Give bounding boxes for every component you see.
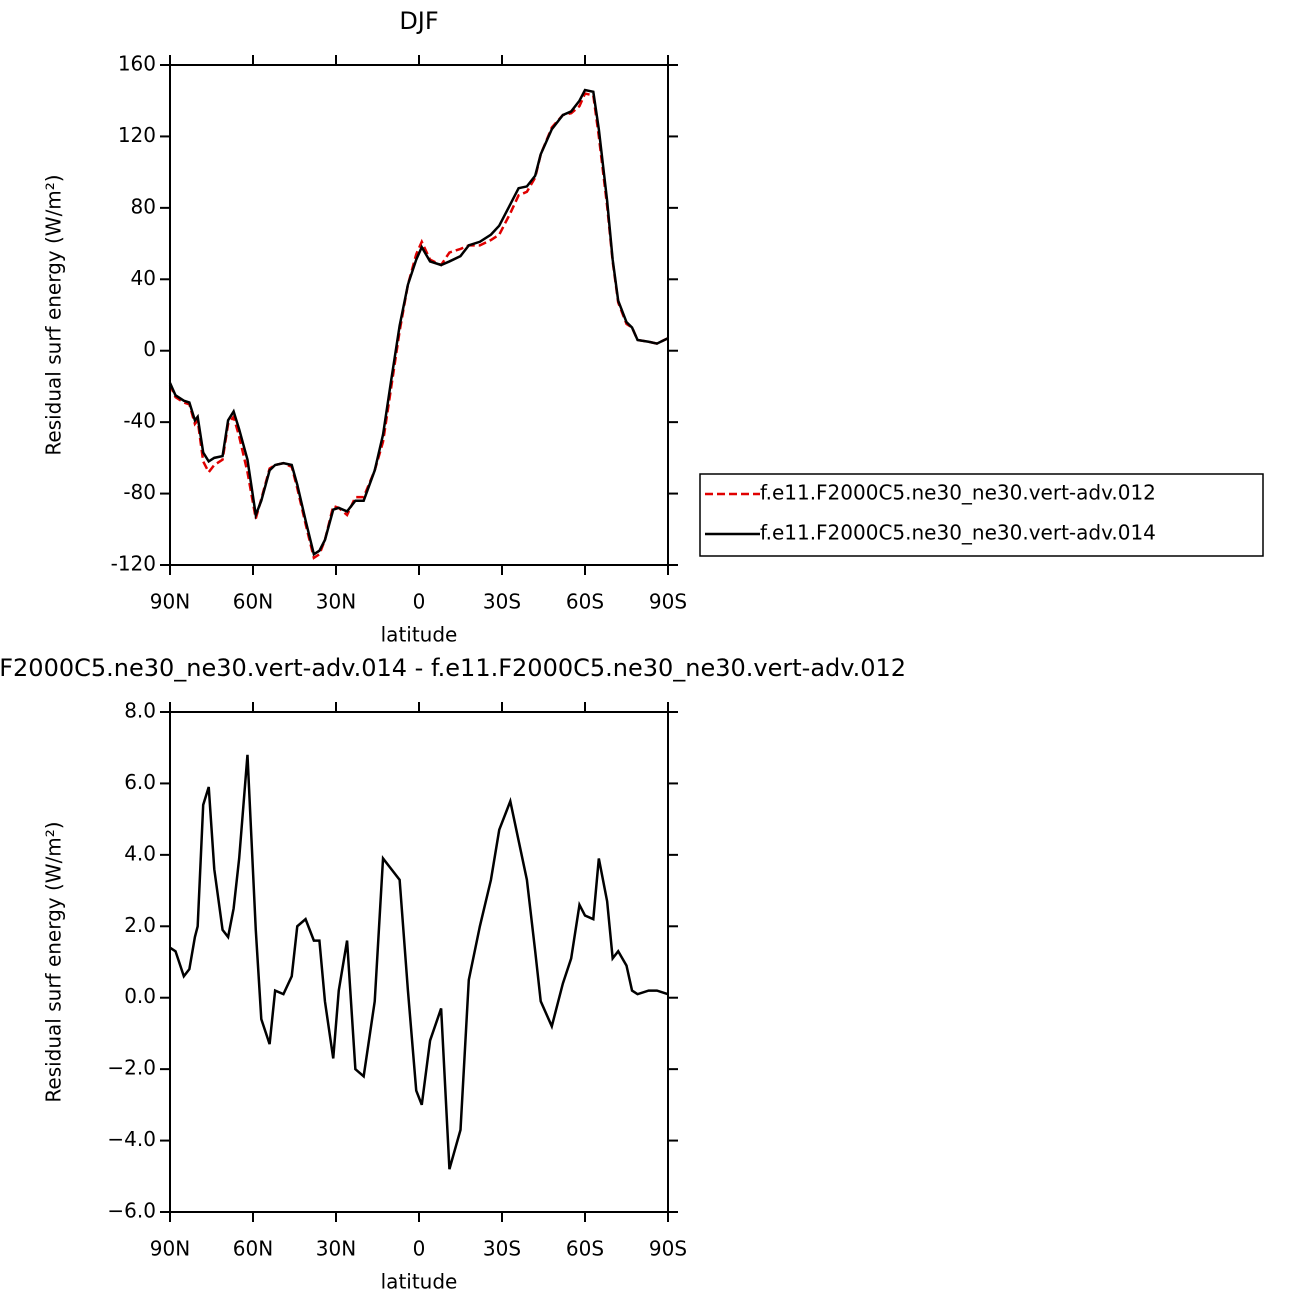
x-tick-label: 0 (413, 1237, 426, 1261)
x-tick-label: 60N (233, 1237, 273, 1261)
x-tick-label: 0 (413, 590, 426, 614)
y-axis-label: Residual surf energy (W/m²) (42, 174, 66, 455)
y-tick-label: 6.0 (124, 770, 156, 794)
x-tick-label: 30S (483, 590, 521, 614)
y-tick-label: 8.0 (124, 699, 156, 723)
y-tick-label: −2.0 (107, 1056, 156, 1080)
x-tick-label: 60S (566, 590, 604, 614)
y-tick-label: 40 (131, 266, 156, 290)
x-tick-label: 30S (483, 1237, 521, 1261)
y-tick-label: 2.0 (124, 913, 156, 937)
y-tick-label: -40 (123, 409, 156, 433)
legend-label: f.e11.F2000C5.ne30_ne30.vert-adv.014 (760, 521, 1156, 545)
y-tick-label: −4.0 (107, 1127, 156, 1151)
data-line (168, 92, 669, 560)
y-tick-label: −6.0 (107, 1199, 156, 1223)
plot-frame (169, 64, 669, 566)
y-tick-label: -80 (123, 480, 156, 504)
x-axis-label: latitude (381, 623, 458, 647)
data-line (168, 88, 669, 557)
y-tick-label: 0 (143, 337, 156, 361)
chart-title: f.e11.F2000C5.ne30_ne30.vert-adv.014 - f… (0, 654, 906, 682)
x-tick-label: 90N (150, 590, 190, 614)
x-tick-label: 90S (649, 1237, 687, 1261)
y-tick-label: 80 (131, 194, 156, 218)
y-tick-label: 4.0 (124, 841, 156, 865)
y-axis-label: Residual surf energy (W/m²) (42, 821, 66, 1102)
y-tick-label: -120 (111, 552, 156, 576)
x-tick-label: 60S (566, 1237, 604, 1261)
legend-label: f.e11.F2000C5.ne30_ne30.vert-adv.012 (760, 481, 1156, 505)
y-tick-label: 160 (118, 52, 156, 76)
y-tick-label: 120 (118, 123, 156, 147)
x-tick-label: 30N (316, 590, 356, 614)
legend-box (699, 473, 1264, 557)
chart-title: DJF (399, 7, 438, 35)
x-axis-label: latitude (381, 1270, 458, 1294)
data-line (169, 754, 669, 1170)
plot-frame (169, 711, 669, 1213)
x-tick-label: 90N (150, 1237, 190, 1261)
x-tick-label: 60N (233, 590, 273, 614)
x-tick-label: 30N (316, 1237, 356, 1261)
y-tick-label: 0.0 (124, 984, 156, 1008)
x-tick-label: 90S (649, 590, 687, 614)
